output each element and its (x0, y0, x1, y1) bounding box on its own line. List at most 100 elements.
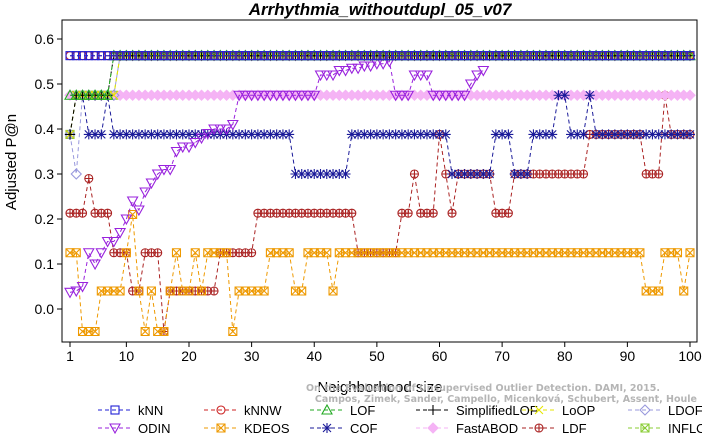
data-point (295, 90, 308, 102)
data-point (278, 51, 288, 61)
data-point (222, 248, 232, 258)
data-point (315, 169, 326, 179)
data-point (666, 51, 676, 61)
watermark-line-2: Campos, Zimek, Sander, Campello, Micenko… (315, 394, 697, 405)
data-point (171, 129, 182, 140)
y-tick-label: 0.2 (35, 211, 55, 227)
data-point (471, 70, 484, 82)
legend-item-fastabod: FastABOD (416, 421, 518, 434)
data-point (666, 129, 677, 140)
data-point (654, 51, 664, 61)
data-point (547, 51, 557, 61)
data-point (96, 51, 106, 61)
data-point (422, 51, 432, 61)
data-point (89, 259, 101, 271)
series-line (70, 55, 690, 96)
data-point (516, 51, 526, 61)
legend-item-odin: ODIN (98, 421, 171, 434)
data-point (372, 51, 382, 61)
data-point (353, 129, 364, 140)
watermark-line-1: On the Evaluation of Unsupervised Outlie… (306, 383, 660, 394)
data-point (572, 129, 583, 140)
data-point (103, 51, 113, 61)
data-point (208, 124, 220, 136)
data-point (491, 51, 501, 61)
data-point (591, 129, 602, 140)
data-point (685, 248, 695, 258)
data-point (403, 208, 413, 218)
data-point (245, 90, 258, 102)
data-point (139, 187, 152, 199)
data-point (158, 129, 169, 140)
data-point (320, 70, 333, 82)
data-point (685, 51, 695, 61)
data-point (114, 227, 127, 239)
data-point (672, 129, 683, 140)
data-point (322, 248, 332, 258)
legend-marker (216, 423, 226, 433)
data-point (64, 287, 76, 299)
data-point (540, 129, 551, 140)
data-point (428, 129, 439, 140)
data-point (472, 51, 482, 61)
data-point (484, 169, 495, 179)
data-point (109, 51, 119, 61)
legend-label: kNN (138, 403, 163, 418)
data-point (328, 286, 338, 296)
data-point (220, 124, 233, 136)
data-point (272, 51, 282, 61)
x-tick-label: 30 (244, 348, 260, 364)
data-point (409, 51, 419, 61)
data-point (421, 70, 433, 82)
series-kdeos (65, 209, 695, 337)
data-point (101, 89, 114, 100)
chart-title: Arrhythmia_withoutdupl_05_v07 (248, 0, 513, 19)
data-point (534, 129, 545, 140)
data-point (447, 169, 458, 179)
data-point (353, 51, 363, 61)
y-tick-label: 0.1 (35, 256, 55, 272)
data-point (322, 51, 332, 61)
data-point (90, 326, 100, 337)
data-point (145, 178, 158, 190)
legend-marker (640, 423, 650, 433)
data-point (477, 65, 490, 77)
data-point (120, 214, 133, 226)
data-point (478, 51, 488, 61)
data-point (428, 51, 438, 61)
x-tick-label: 50 (369, 348, 385, 364)
series-ldf (65, 90, 695, 337)
legend-item-lof: LOF (310, 403, 375, 418)
data-point (290, 51, 301, 61)
data-point (153, 51, 163, 61)
data-point (345, 63, 358, 75)
series-line (70, 214, 691, 332)
data-point (132, 205, 145, 217)
data-point (347, 208, 357, 218)
data-point (103, 208, 113, 218)
data-point (159, 326, 169, 337)
data-point (634, 129, 645, 140)
data-point (452, 90, 465, 102)
data-point (76, 281, 89, 293)
data-point (572, 51, 582, 61)
data-point (171, 248, 182, 258)
data-point (215, 51, 225, 61)
data-point (309, 51, 319, 61)
data-point (497, 51, 507, 61)
data-point (578, 129, 589, 140)
data-point (77, 208, 88, 218)
x-tick-label: 40 (306, 348, 322, 364)
data-point (177, 129, 188, 140)
legend-item-ldof: LDOF (628, 403, 702, 418)
data-point (95, 248, 108, 259)
data-point (434, 129, 445, 140)
data-point (559, 90, 570, 101)
data-point (308, 90, 321, 102)
data-point (284, 248, 294, 258)
data-point (327, 70, 339, 82)
data-point (678, 129, 689, 140)
data-point (234, 51, 244, 61)
data-point (365, 129, 376, 140)
